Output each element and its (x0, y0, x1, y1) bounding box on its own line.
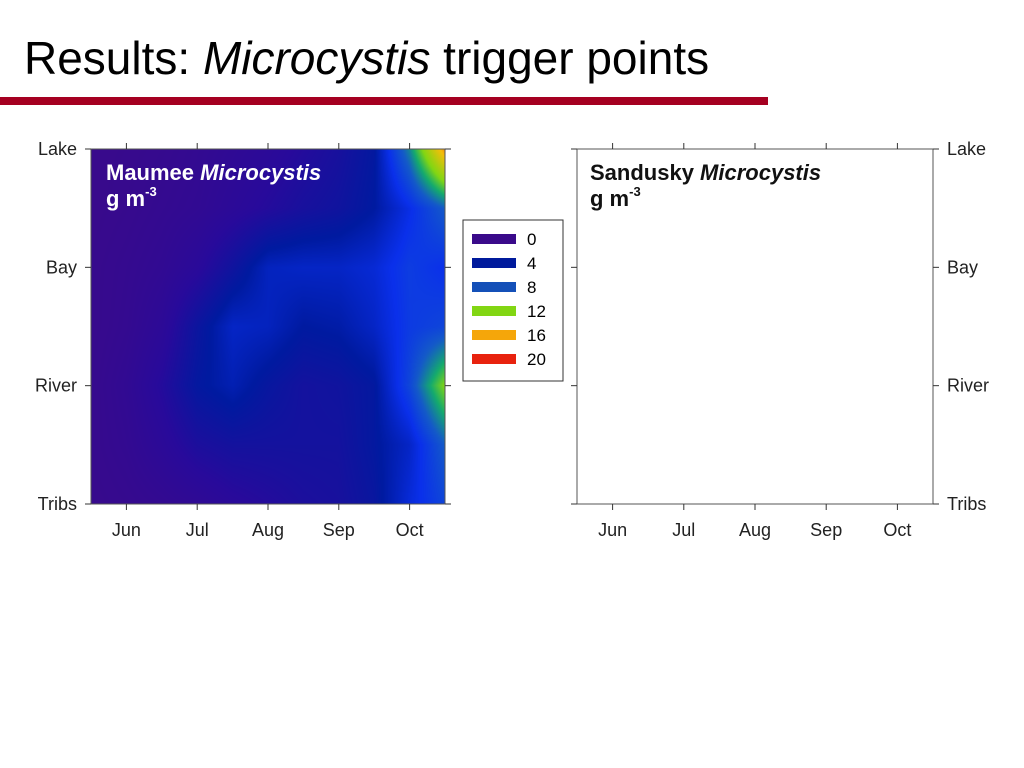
sandusky-title-italic: Microcystis (700, 160, 822, 185)
maumee-y-tick-label: Tribs (38, 494, 77, 514)
legend-swatch (472, 234, 516, 244)
maumee-x-tick-label: Jul (186, 520, 209, 540)
maumee-x-tick-label: Aug (252, 520, 284, 540)
sandusky-panel-title: Sandusky Microcystis g m-3 (590, 160, 821, 212)
sandusky-x-tick-label: Oct (883, 520, 911, 540)
legend-label: 0 (527, 230, 536, 249)
sandusky-unit-exp: -3 (629, 184, 641, 199)
sandusky-y-tick-label: Bay (947, 257, 978, 277)
sandusky-y-tick-label: Tribs (947, 494, 986, 514)
maumee-x-tick-label: Jun (112, 520, 141, 540)
sandusky-x-tick-label: Jun (598, 520, 627, 540)
maumee-unit-base: g m (106, 186, 146, 211)
legend-swatch (472, 306, 516, 316)
slide-title-prefix: Results: (24, 32, 203, 84)
maumee-title-plain: Maumee (106, 160, 201, 185)
legend-label: 20 (527, 350, 546, 369)
sandusky-x-tick-label: Aug (739, 520, 771, 540)
sandusky-y-tick-label: River (947, 376, 989, 396)
sandusky-x-tick-label: Jul (672, 520, 695, 540)
sandusky-unit-base: g m (590, 186, 630, 211)
legend-swatch (472, 354, 516, 364)
legend-label: 8 (527, 278, 536, 297)
legend-label: 16 (527, 326, 546, 345)
sandusky-y-tick-label: Lake (947, 139, 986, 159)
legend: 0 4 8 12 16 20 (462, 219, 564, 382)
slide-title-suffix: trigger points (430, 32, 710, 84)
maumee-panel-title: Maumee Microcystis g m-3 (106, 160, 321, 212)
title-divider (0, 97, 768, 105)
maumee-y-tick-label: Lake (38, 139, 77, 159)
legend-swatch (472, 258, 516, 268)
maumee-x-tick-label: Oct (396, 520, 424, 540)
slide-title-italic: Microcystis (202, 32, 431, 84)
sandusky-title-plain: Sandusky (590, 160, 701, 185)
maumee-y-tick-label: River (35, 376, 77, 396)
legend-swatch (472, 330, 516, 340)
maumee-heatmap-fill (91, 149, 445, 504)
legend-label: 12 (527, 302, 546, 321)
maumee-x-tick-label: Sep (323, 520, 355, 540)
maumee-unit-exp: -3 (145, 184, 157, 199)
sandusky-x-tick-label: Sep (810, 520, 842, 540)
maumee-y-tick-label: Bay (46, 257, 77, 277)
maumee-title-italic: Microcystis (200, 160, 322, 185)
legend-swatch (472, 282, 516, 292)
slide-title: Results: Microcystis trigger points (24, 28, 709, 88)
legend-label: 4 (527, 254, 536, 273)
